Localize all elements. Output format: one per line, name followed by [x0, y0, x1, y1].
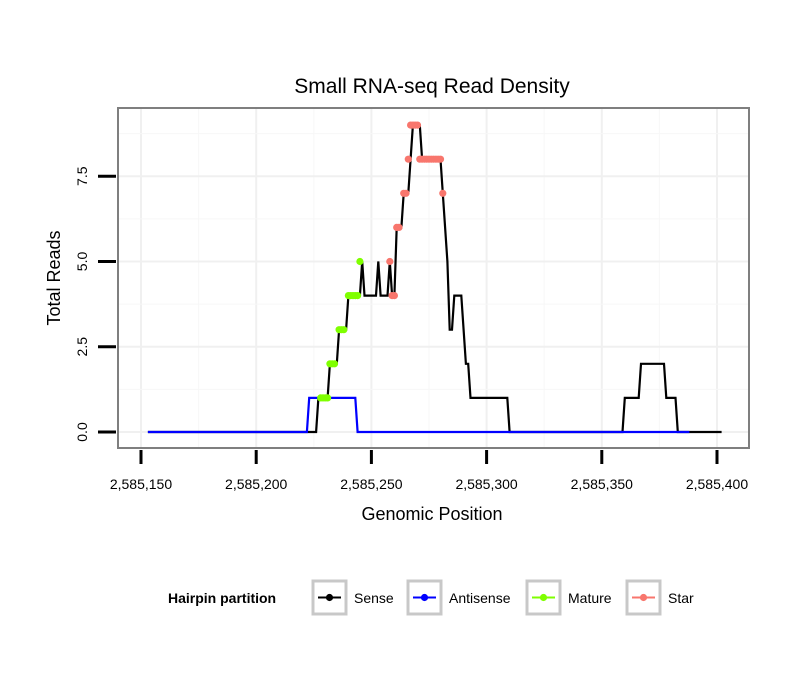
x-tick-label: 2,585,350 — [571, 476, 633, 492]
star-series-point — [439, 189, 447, 197]
plot-panel-border — [117, 107, 750, 449]
mature-series-point — [324, 394, 332, 402]
x-tick-label: 2,585,150 — [110, 476, 172, 492]
axis-layer: 2,585,150 2,585,200 2,585,250 2,585,300 2,58… — [74, 166, 748, 492]
mature-series-point — [356, 257, 364, 266]
legend-item-star: Star — [625, 579, 694, 616]
legend-item-label: Star — [668, 590, 694, 606]
mature-series-point — [354, 292, 362, 300]
chart-title: Small RNA-seq Read Density — [294, 75, 570, 98]
y-axis-label: Total Reads — [44, 230, 64, 325]
x-tick-label: 2,585,200 — [225, 476, 287, 492]
y-tick-label: 2.5 — [74, 337, 90, 357]
y-tick-label: 7.5 — [74, 166, 90, 186]
legend-key-point — [539, 593, 548, 602]
legend-item-mature: Mature — [525, 579, 612, 616]
sense-series-line — [147, 124, 722, 434]
legend-key-point — [325, 593, 334, 602]
x-tick-label: 2,585,400 — [686, 476, 748, 492]
legend-key-point — [639, 593, 648, 602]
data-layer — [147, 121, 722, 434]
star-series-point — [395, 223, 403, 231]
mature-series-point — [330, 360, 339, 368]
legend-item-label: Sense — [354, 590, 394, 606]
legend-key-point — [420, 593, 429, 602]
legend-item-label: Mature — [568, 590, 612, 606]
y-tick-label: 0.0 — [74, 422, 90, 442]
legend-item-sense: Sense — [311, 579, 394, 616]
y-tick-label: 5.0 — [74, 252, 90, 272]
legend: Hairpin partition Sense Antisense Mature St… — [168, 579, 694, 616]
star-series-point — [386, 257, 394, 266]
legend-title: Hairpin partition — [168, 590, 276, 606]
x-axis-label: Genomic Position — [361, 504, 502, 524]
mature-series-point — [340, 326, 348, 334]
star-series-point — [404, 155, 412, 163]
star-series-point — [413, 121, 422, 129]
star-series-point — [402, 189, 410, 197]
x-tick-label: 2,585,300 — [455, 476, 517, 492]
legend-item-antisense: Antisense — [406, 579, 511, 616]
star-series-point — [390, 292, 398, 300]
legend-item-label: Antisense — [449, 590, 511, 606]
x-tick-label: 2,585,250 — [340, 476, 402, 492]
antisense-series-line — [147, 396, 690, 434]
star-series-point — [436, 155, 445, 163]
